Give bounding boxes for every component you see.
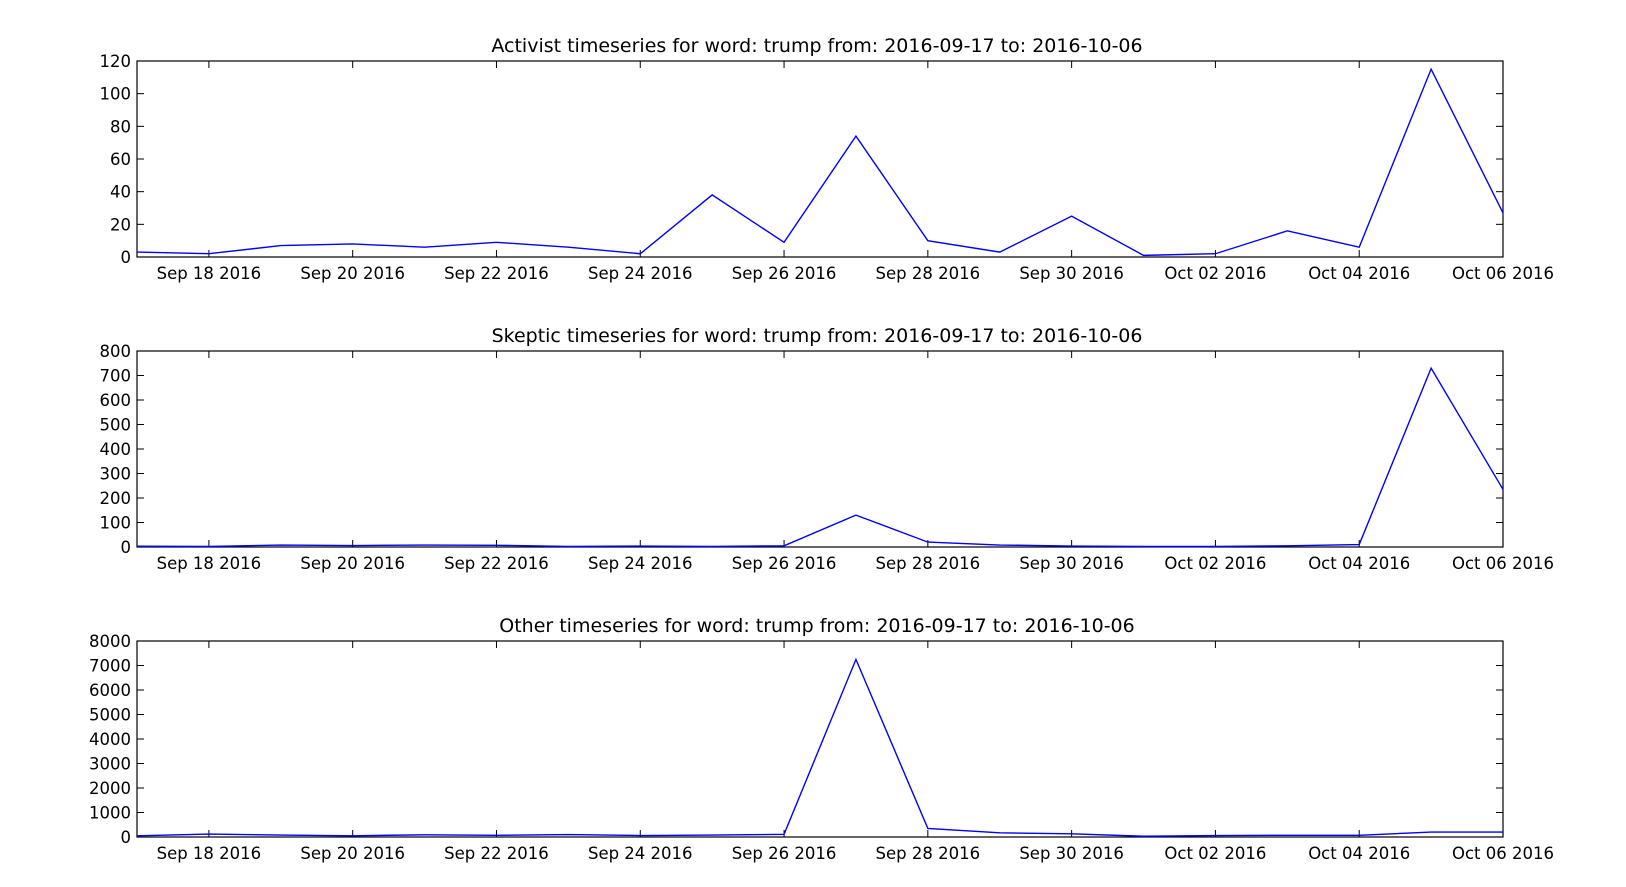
other-plot-area: 0 1000 2000 3000 4000 5000 6000 7000 8000 Sep 18 … (89, 632, 1554, 863)
activist-y-tick-label: 40 (110, 183, 131, 202)
activist-x-tick-label: Oct 02 2016 (1164, 264, 1266, 283)
other-y-tick-label: 3000 (89, 755, 131, 774)
skeptic-x-tick-label: Oct 04 2016 (1308, 554, 1410, 573)
activist-x-tick-label: Oct 04 2016 (1308, 264, 1410, 283)
activist-x-tick-label: Sep 22 2016 (444, 264, 549, 283)
skeptic-x-tick-label: Sep 22 2016 (444, 554, 549, 573)
skeptic-y-tick-label: 500 (100, 416, 132, 435)
activist-y-tick-label: 80 (110, 117, 131, 136)
other-series-line (136, 657, 1503, 837)
other-y-tick-label: 7000 (89, 657, 131, 676)
skeptic-x-tick-label: Sep 30 2016 (1019, 554, 1124, 573)
skeptic-x-tick-label: Oct 02 2016 (1164, 554, 1266, 573)
other-chart-title: Other timeseries for word: trump from: 2… (499, 615, 1135, 637)
other-x-tick-label: Sep 26 2016 (732, 844, 837, 863)
other-y-tick-label: 4000 (89, 730, 131, 749)
skeptic-plot-area: 0 100 200 300 400 500 600 700 800 Sep 18 2016 Sep … (100, 342, 1555, 573)
activist-x-tick-label: Oct 06 2016 (1452, 264, 1554, 283)
skeptic-series-line (136, 366, 1504, 548)
other-x-tick-label: Sep 22 2016 (444, 844, 549, 863)
skeptic-x-tick-label: Sep 20 2016 (300, 554, 405, 573)
other-x-tick-label: Oct 04 2016 (1308, 844, 1410, 863)
skeptic-x-tick-label: Sep 18 2016 (157, 554, 262, 573)
skeptic-y-tick-label: 300 (100, 465, 132, 484)
activist-series-line (136, 67, 1504, 257)
other-x-tick-label: Oct 02 2016 (1164, 844, 1266, 863)
other-x-tick-label: Oct 06 2016 (1452, 844, 1554, 863)
other-chart-panel: Other timeseries for word: trump from: 2… (89, 615, 1554, 863)
other-x-tick-label: Sep 28 2016 (876, 844, 981, 863)
skeptic-y-tick-label: 400 (100, 440, 132, 459)
activist-plot-area: 0 20 40 60 80 100 120 Sep 18 2016 Sep 20 2016 Sep… (100, 52, 1555, 283)
skeptic-x-tick-label: Sep 28 2016 (876, 554, 981, 573)
activist-chart-title: Activist timeseries for word: trump from… (491, 35, 1142, 57)
other-x-tick-label: Sep 18 2016 (157, 844, 262, 863)
activist-y-tick-label: 20 (110, 215, 131, 234)
activist-x-tick-label: Sep 20 2016 (300, 264, 405, 283)
skeptic-x-tick-label: Sep 26 2016 (732, 554, 837, 573)
other-y-tick-label: 0 (121, 828, 132, 847)
activist-x-tick-label: Sep 28 2016 (876, 264, 981, 283)
other-y-tick-label: 2000 (89, 779, 131, 798)
activist-y-tick-label: 100 (100, 85, 132, 104)
skeptic-y-tick-label: 700 (100, 367, 132, 386)
other-x-tick-label: Sep 24 2016 (588, 844, 693, 863)
activist-y-tick-label: 0 (121, 248, 132, 267)
activist-x-tick-label: Sep 18 2016 (157, 264, 262, 283)
skeptic-y-tick-label: 600 (100, 391, 132, 410)
activist-x-tick-label: Sep 30 2016 (1019, 264, 1124, 283)
other-y-tick-label: 5000 (89, 706, 131, 725)
other-y-tick-label: 8000 (89, 632, 131, 651)
other-x-tick-label: Sep 20 2016 (300, 844, 405, 863)
skeptic-y-tick-label: 200 (100, 489, 132, 508)
activist-y-tick-label: 120 (100, 52, 132, 71)
activist-y-tick-label: 60 (110, 150, 131, 169)
other-x-tick-label: Sep 30 2016 (1019, 844, 1124, 863)
skeptic-y-tick-label: 100 (100, 514, 132, 533)
activist-x-tick-label: Sep 24 2016 (588, 264, 693, 283)
activist-x-tick-label: Sep 26 2016 (732, 264, 837, 283)
skeptic-x-tick-label: Oct 06 2016 (1452, 554, 1554, 573)
other-y-tick-label: 1000 (89, 804, 131, 823)
other-y-tick-label: 6000 (89, 681, 131, 700)
skeptic-chart-title: Skeptic timeseries for word: trump from:… (492, 325, 1143, 347)
skeptic-y-tick-label: 0 (121, 538, 132, 557)
skeptic-y-tick-label: 800 (100, 342, 132, 361)
activist-chart-panel: Activist timeseries for word: trump from… (100, 35, 1555, 283)
skeptic-chart-panel: Skeptic timeseries for word: trump from:… (100, 325, 1555, 573)
skeptic-x-tick-label: Sep 24 2016 (588, 554, 693, 573)
